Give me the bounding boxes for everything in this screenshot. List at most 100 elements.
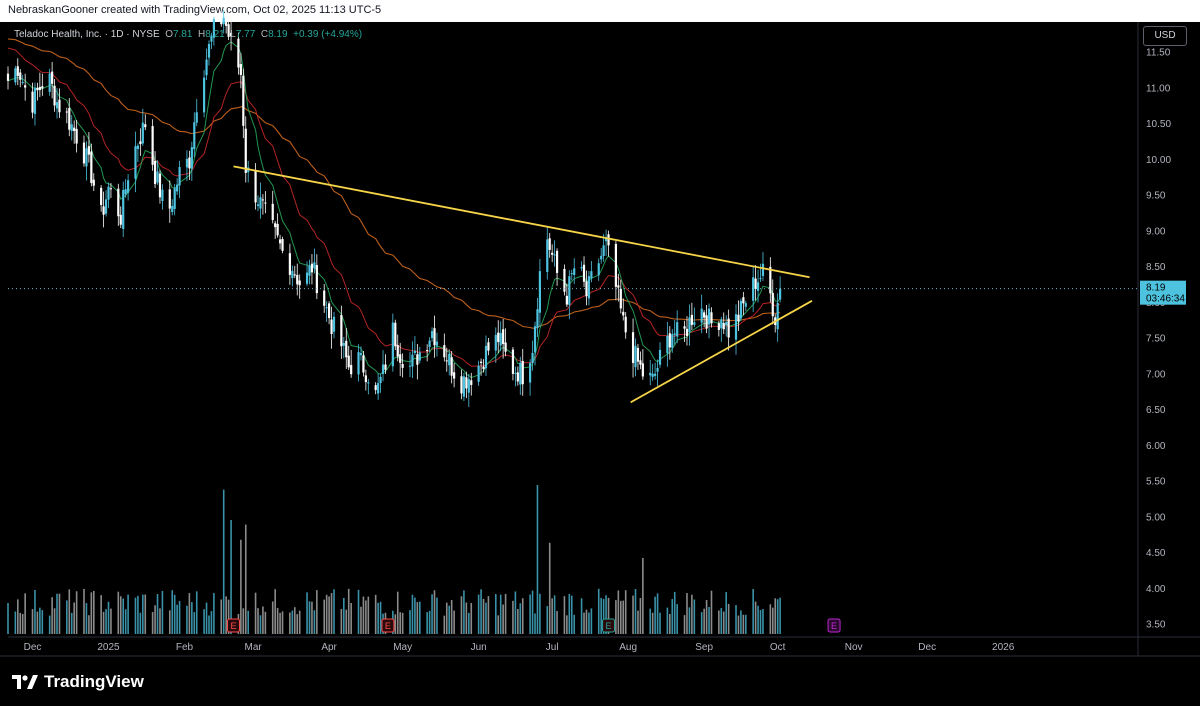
volume-bar	[460, 596, 463, 634]
candle-up	[207, 43, 211, 58]
candle-up	[70, 124, 73, 132]
candle-down	[293, 274, 296, 276]
candle-down	[737, 314, 740, 322]
symbol-name[interactable]: Teladoc Health, Inc. · 1D · NYSE	[14, 29, 160, 40]
candle-up	[671, 334, 674, 348]
volume-bar	[573, 614, 576, 634]
attribution-text: NebraskanGooner created with TradingView…	[8, 4, 382, 16]
volume-bar	[718, 610, 720, 634]
candle-up	[308, 265, 311, 276]
volume-bar	[293, 607, 296, 634]
candle-down	[727, 318, 730, 338]
volume-bar	[308, 601, 311, 634]
candle-up	[185, 159, 189, 168]
candle-down	[636, 347, 640, 362]
candle-up	[484, 345, 488, 369]
candle-down	[497, 332, 500, 343]
volume-bar	[759, 610, 762, 634]
earnings-label: E	[231, 621, 237, 631]
volume-bar	[119, 596, 122, 634]
y-tick-label: 3.50	[1146, 620, 1166, 631]
candle-up	[744, 303, 747, 307]
volume-bar	[436, 597, 438, 634]
candle-down	[631, 332, 635, 363]
candle-down	[516, 372, 519, 382]
candle-down	[242, 75, 245, 126]
candle-down	[450, 357, 453, 376]
candle-down	[384, 364, 387, 370]
volume-bar	[583, 612, 585, 634]
candle-up	[533, 326, 537, 353]
candle-up	[291, 270, 294, 279]
candle-down	[622, 311, 625, 316]
candle-up	[259, 197, 262, 209]
candle-down	[617, 285, 620, 288]
volume-bar	[137, 595, 139, 634]
earnings-label: E	[606, 621, 612, 631]
volume-bar	[416, 602, 419, 634]
candle-down	[38, 86, 41, 90]
candle-up	[739, 300, 743, 319]
volume-bar	[7, 603, 9, 634]
volume-bar	[742, 614, 745, 634]
volume-bar	[637, 610, 639, 634]
volume-bar	[281, 611, 284, 634]
candle-down	[502, 329, 505, 345]
candle-up	[779, 288, 782, 300]
volume-bar	[676, 604, 678, 634]
candle-down	[87, 146, 90, 155]
volume-bar	[357, 589, 360, 634]
volume-bar	[350, 602, 352, 634]
candle-up	[202, 77, 206, 113]
currency-button[interactable]: USD	[1143, 26, 1187, 46]
candle-up	[752, 277, 755, 301]
volume-bar	[203, 609, 205, 634]
volume-bar	[686, 593, 688, 634]
volume-bar	[19, 612, 22, 634]
candle-up	[428, 340, 431, 348]
candle-down	[683, 326, 686, 329]
volume-bar	[102, 611, 105, 634]
candle-down	[278, 239, 282, 244]
volume-bar	[568, 593, 571, 634]
volume-bar	[700, 612, 703, 634]
candle-down	[394, 322, 397, 347]
volume-bar	[259, 615, 262, 634]
volume-bar	[563, 596, 566, 634]
volume-bar	[737, 615, 740, 634]
candle-down	[563, 268, 566, 292]
candle-up	[666, 336, 669, 354]
y-tick-label: 4.50	[1146, 548, 1166, 559]
volume-bar	[605, 595, 607, 634]
volume-bar	[343, 597, 345, 634]
candle-up	[759, 278, 762, 280]
x-tick-label: 2026	[992, 642, 1015, 653]
volume-bar	[642, 558, 644, 634]
candle-down	[75, 128, 78, 144]
volume-bar	[776, 599, 779, 634]
tradingview-logo[interactable]: TradingView	[12, 672, 144, 692]
x-tick-label: May	[393, 642, 412, 653]
volume-bar	[487, 596, 490, 634]
volume-bar	[188, 593, 191, 634]
candle-down	[399, 354, 402, 363]
volume-bar	[205, 602, 208, 634]
y-tick-label: 6.00	[1146, 441, 1166, 452]
x-tick-label: Aug	[619, 642, 637, 653]
candle-up	[122, 189, 125, 229]
candle-up	[531, 352, 534, 364]
candle-up	[222, 17, 225, 25]
volume-bar	[521, 598, 524, 634]
y-tick-label: 5.50	[1146, 477, 1166, 488]
volume-bar	[539, 593, 541, 634]
volume-bar	[134, 597, 137, 634]
volume-bar	[754, 601, 757, 634]
volume-bar	[722, 611, 725, 634]
volume-bar	[497, 615, 500, 634]
volume-bar	[195, 591, 198, 634]
volume-bar	[186, 605, 188, 634]
volume-bar	[499, 594, 502, 634]
y-tick-label: 4.00	[1146, 584, 1166, 595]
last-price-value: 8.19	[1146, 283, 1166, 294]
